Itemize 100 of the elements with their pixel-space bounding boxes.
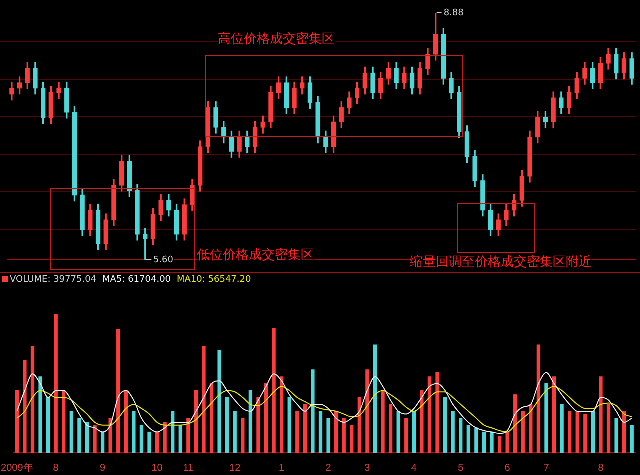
bar bbox=[342, 418, 346, 453]
bar bbox=[459, 418, 463, 453]
bar bbox=[420, 390, 424, 453]
bar bbox=[140, 425, 144, 453]
bar bbox=[70, 411, 74, 453]
x-tick-label: 6 bbox=[504, 462, 511, 474]
bar bbox=[490, 432, 494, 453]
bar bbox=[116, 330, 120, 453]
x-tick-label: 2 bbox=[326, 462, 332, 474]
bar bbox=[62, 390, 66, 453]
bar bbox=[404, 418, 408, 453]
x-tick-label: 1 bbox=[279, 462, 286, 474]
bar bbox=[498, 436, 502, 453]
text: MA5: 61704.00 bbox=[102, 275, 172, 285]
bar bbox=[436, 372, 440, 453]
annotation: 高位价格成交密集区 bbox=[218, 32, 335, 47]
bar bbox=[482, 432, 486, 453]
bar bbox=[630, 425, 634, 453]
bar bbox=[226, 397, 230, 453]
bar bbox=[373, 344, 378, 453]
legend-label: VOLUME: 39775.04 bbox=[10, 275, 97, 285]
bar bbox=[100, 432, 105, 453]
bar bbox=[264, 384, 268, 453]
bar bbox=[599, 376, 603, 453]
bar bbox=[311, 370, 315, 453]
bar bbox=[30, 346, 35, 453]
bar bbox=[171, 411, 175, 453]
bar bbox=[388, 404, 393, 453]
bar bbox=[591, 411, 596, 453]
x-tick-label: 10 bbox=[152, 462, 164, 474]
bar bbox=[85, 422, 90, 453]
x-tick-label: 8 bbox=[598, 462, 604, 474]
bar bbox=[381, 390, 385, 453]
bar bbox=[544, 384, 548, 453]
bar bbox=[93, 425, 97, 453]
bar bbox=[46, 397, 50, 453]
bar bbox=[350, 425, 354, 453]
bar bbox=[303, 404, 308, 453]
bar bbox=[428, 376, 432, 453]
bar bbox=[148, 432, 152, 453]
x-tick-label: 9 bbox=[100, 462, 106, 474]
bar bbox=[272, 328, 276, 453]
bar bbox=[521, 411, 525, 453]
bar bbox=[233, 411, 237, 453]
annotation: 8.88 bbox=[444, 8, 464, 18]
bar bbox=[506, 432, 510, 453]
bar bbox=[606, 404, 611, 453]
bar bbox=[288, 397, 292, 453]
bar bbox=[241, 418, 245, 453]
bar bbox=[466, 425, 470, 453]
bar bbox=[396, 411, 400, 453]
bar bbox=[163, 422, 167, 453]
bar bbox=[194, 390, 198, 453]
bar bbox=[210, 384, 214, 453]
bar bbox=[614, 418, 618, 453]
bar bbox=[622, 411, 626, 453]
x-tick-label: 7 bbox=[544, 462, 550, 474]
text: MA10: 56547.20 bbox=[177, 275, 252, 285]
bar bbox=[218, 350, 222, 453]
annotation: 缩量回调至价格成交密集区附近 bbox=[410, 255, 592, 270]
x-tick-label: 3 bbox=[364, 462, 371, 474]
bar bbox=[248, 390, 253, 453]
bar bbox=[560, 404, 564, 453]
bar bbox=[78, 418, 82, 453]
bar bbox=[256, 397, 260, 453]
bar bbox=[38, 376, 42, 453]
bar bbox=[326, 418, 330, 453]
x-tick-label: 2009年 bbox=[1, 462, 34, 474]
x-tick-label: 5 bbox=[458, 462, 464, 474]
bar bbox=[443, 397, 448, 453]
bar bbox=[124, 390, 128, 453]
bar bbox=[186, 418, 190, 453]
bar bbox=[15, 390, 20, 453]
bar bbox=[23, 360, 27, 453]
bar bbox=[474, 428, 478, 453]
bar bbox=[366, 370, 370, 453]
bar bbox=[132, 411, 136, 453]
bar bbox=[155, 432, 160, 453]
bar bbox=[296, 411, 300, 453]
bar bbox=[412, 411, 416, 453]
bar bbox=[529, 404, 533, 453]
bar bbox=[576, 411, 580, 453]
bar bbox=[568, 411, 572, 453]
x-tick-label: 8 bbox=[53, 462, 60, 474]
x-tick-label: 11 bbox=[183, 462, 194, 474]
bar bbox=[451, 411, 455, 453]
bar bbox=[178, 425, 182, 453]
bar bbox=[280, 376, 284, 453]
bar bbox=[536, 344, 541, 453]
bar bbox=[514, 394, 518, 453]
bar bbox=[318, 411, 323, 453]
annotation: 5.60 bbox=[153, 255, 174, 266]
bar bbox=[584, 414, 588, 453]
bar bbox=[202, 346, 206, 453]
x-tick-label: 12 bbox=[230, 462, 242, 474]
bar bbox=[54, 314, 58, 453]
x-tick-label: 4 bbox=[411, 462, 418, 474]
bar bbox=[334, 411, 338, 453]
annotation: 低位价格成交密集区 bbox=[197, 248, 314, 263]
bar bbox=[552, 376, 556, 453]
